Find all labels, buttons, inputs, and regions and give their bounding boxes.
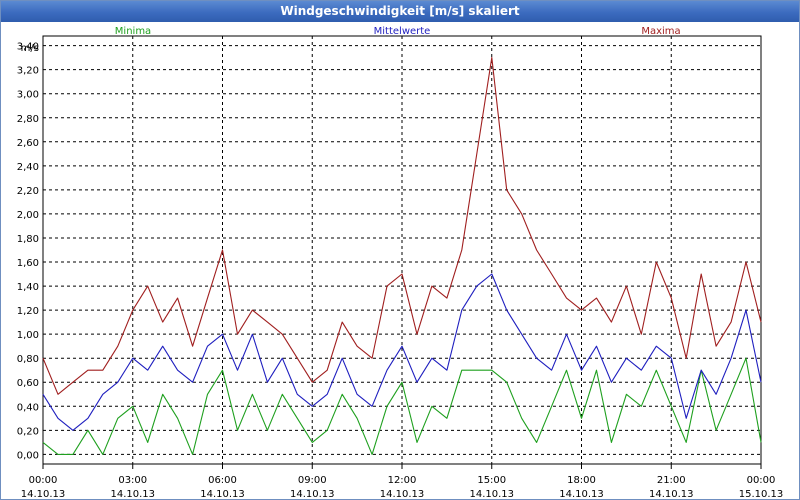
y-tick-label: 1,60	[17, 258, 39, 269]
x-tick-date: 14.10.13	[290, 489, 335, 499]
series-maxima	[42, 57, 762, 395]
y-tick-label: 2,60	[17, 138, 39, 149]
y-tick-label: 3,00	[17, 90, 39, 101]
x-tick-time: 03:00	[118, 475, 147, 486]
x-tick-date: 14.10.13	[649, 489, 694, 499]
x-tick-date: 14.10.13	[110, 489, 155, 499]
y-tick-label: 0,20	[17, 426, 39, 437]
y-tick-label: 2,80	[17, 114, 39, 125]
x-tick-date: 14.10.13	[380, 489, 425, 499]
y-axis-label: m/s	[21, 43, 39, 54]
legend-minima: Minima	[115, 26, 151, 37]
y-tick-label: 0,60	[17, 378, 39, 389]
x-tick-date: 14.10.13	[200, 489, 245, 499]
x-tick-time: 00:00	[29, 475, 58, 486]
y-tick-label: 2,20	[17, 186, 39, 197]
y-tick-label: 0,00	[17, 450, 39, 461]
grid	[43, 36, 761, 464]
y-tick-label: 2,40	[17, 162, 39, 173]
wind-speed-chart: 0,00 0,20 0,40 0,60 0,80 1,00 1,20 1,40 1,60 1,80…	[17, 26, 784, 499]
series-minima	[42, 357, 762, 455]
axis-labels: 0,00 0,20 0,40 0,60 0,80 1,00 1,20 1,40 1,60 1,80…	[17, 26, 784, 499]
y-tick-label: 3,20	[17, 66, 39, 77]
y-tick-label: 2,00	[17, 210, 39, 221]
x-tick-date: 14.10.13	[559, 489, 604, 499]
y-tick-label: 1,00	[17, 330, 39, 341]
plot-border	[42, 35, 762, 465]
window-title: Windgeschwindigkeit [m/s] skaliert	[1, 1, 799, 22]
x-tick-time: 06:00	[208, 475, 237, 486]
x-tick-time: 21:00	[657, 475, 686, 486]
series-mittelwerte	[42, 273, 762, 431]
x-tick-time: 09:00	[298, 475, 327, 486]
x-tick-time: 00:00	[747, 475, 776, 486]
x-tick-date: 14.10.13	[21, 489, 66, 499]
y-tick-label: 1,40	[17, 282, 39, 293]
x-tick-time: 18:00	[567, 475, 596, 486]
x-tick-time: 15:00	[477, 475, 506, 486]
x-tick-date: 15.10.13	[739, 489, 784, 499]
x-tick-time: 12:00	[388, 475, 417, 486]
legend-mittelwerte: Mittelwerte	[374, 26, 431, 37]
legend-maxima: Maxima	[641, 26, 680, 37]
y-tick-label: 0,40	[17, 402, 39, 413]
y-tick-label: 1,80	[17, 234, 39, 245]
y-tick-label: 1,20	[17, 306, 39, 317]
y-tick-label: 3,40	[17, 42, 39, 53]
axes	[42, 35, 762, 469]
y-tick-label: 0,80	[17, 354, 39, 365]
x-tick-date: 14.10.13	[469, 489, 514, 499]
series-group	[42, 57, 762, 455]
